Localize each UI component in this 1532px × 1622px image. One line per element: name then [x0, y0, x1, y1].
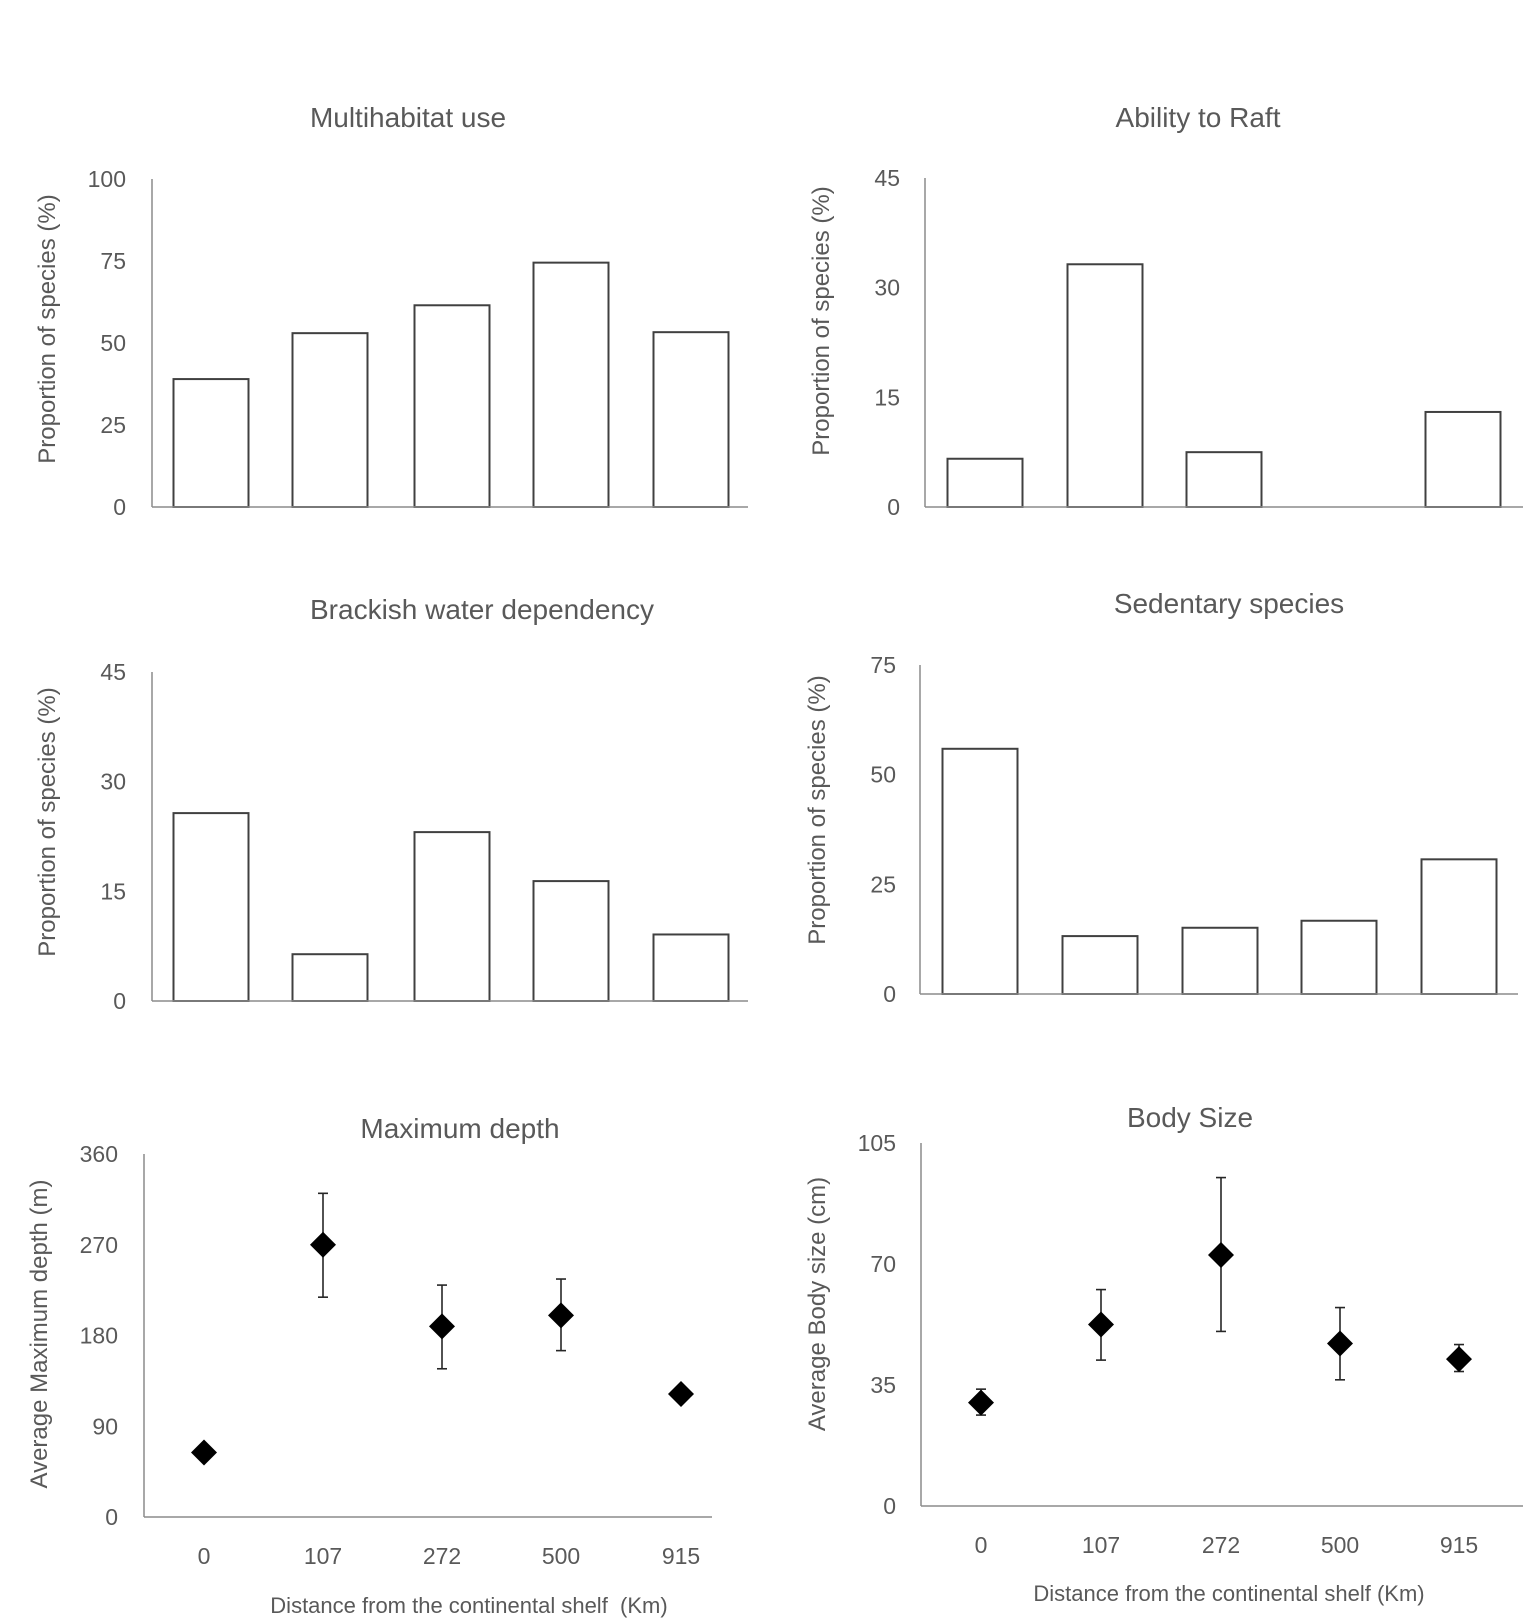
y-tick-label: 0 — [883, 1493, 896, 1519]
y-tick-label: 270 — [80, 1232, 118, 1258]
y-tick-label: 15 — [874, 384, 900, 410]
data-point-500 — [548, 1302, 574, 1329]
y-tick-label: 35 — [870, 1372, 896, 1398]
y-tick-label: 0 — [883, 981, 896, 1007]
data-point-915 — [1446, 1346, 1472, 1373]
data-point-272 — [1208, 1242, 1234, 1269]
data-point-107 — [310, 1231, 336, 1258]
y-tick-label: 25 — [870, 871, 896, 897]
data-point-272 — [429, 1313, 455, 1340]
y-tick-label: 25 — [100, 412, 126, 438]
panel-body-size: Body Size Average Body size (cm) Distanc… — [804, 1102, 1523, 1606]
bar-272 — [413, 304, 491, 508]
bar-0 — [941, 747, 1019, 995]
bar-272 — [1181, 926, 1259, 996]
y-tick-label: 0 — [113, 494, 126, 520]
x-tick-label: 500 — [1321, 1532, 1359, 1558]
y-axis-label: Proportion of species (%) — [808, 186, 835, 455]
data-point-0 — [968, 1389, 994, 1416]
x-tick-label: 915 — [1440, 1532, 1478, 1558]
y-tick-label: 100 — [88, 166, 126, 192]
bar-915 — [652, 933, 730, 1002]
data-point-0 — [191, 1439, 217, 1466]
x-tick-label: 107 — [304, 1543, 342, 1569]
chart-title: Brackish water dependency — [310, 594, 654, 625]
bar-272 — [413, 831, 491, 1003]
y-tick-label: 50 — [100, 330, 126, 356]
data-point-500 — [1327, 1330, 1353, 1357]
x-tick-label: 500 — [542, 1543, 580, 1569]
bar-107 — [1061, 935, 1139, 996]
panel-brackish-water-dependency: Brackish water dependency Proportion of … — [34, 594, 748, 1014]
x-axis-label: Distance from the continental shelf (Km) — [1033, 1581, 1424, 1606]
y-axis-label: Average Body size (cm) — [804, 1177, 831, 1431]
x-tick-label: 915 — [662, 1543, 700, 1569]
bar-272 — [1185, 451, 1263, 508]
data-point-107 — [1088, 1311, 1114, 1338]
y-tick-label: 15 — [100, 878, 126, 904]
chart-title: Maximum depth — [360, 1113, 559, 1144]
y-tick-label: 360 — [80, 1141, 118, 1167]
x-tick-label: 0 — [975, 1532, 988, 1558]
panel-ability-to-raft: Ability to Raft Proportion of species (%… — [808, 102, 1523, 520]
y-tick-label: 70 — [870, 1251, 896, 1277]
y-tick-label: 50 — [870, 762, 896, 788]
bar-107 — [291, 953, 369, 1002]
bar-915 — [1420, 858, 1498, 996]
y-axis-label: Proportion of species (%) — [34, 687, 61, 956]
bar-915 — [1424, 410, 1502, 509]
bar-0 — [172, 378, 250, 508]
bar-500 — [1300, 919, 1378, 996]
chart-title: Body Size — [1127, 1102, 1253, 1133]
y-tick-label: 30 — [100, 769, 126, 795]
bar-500 — [532, 261, 610, 509]
y-axis-label: Proportion of species (%) — [804, 675, 831, 944]
data-point-915 — [668, 1380, 694, 1407]
y-tick-label: 180 — [80, 1323, 118, 1349]
y-tick-label: 30 — [874, 275, 900, 301]
panel-multihabitat-use: Multihabitat use Proportion of species (… — [34, 102, 748, 520]
bar-107 — [291, 332, 369, 508]
y-tick-label: 90 — [92, 1413, 118, 1439]
bar-915 — [652, 331, 730, 508]
y-tick-label: 45 — [100, 659, 126, 685]
y-tick-label: 0 — [105, 1504, 118, 1530]
y-tick-label: 0 — [887, 494, 900, 520]
chart-title: Ability to Raft — [1116, 102, 1281, 133]
x-tick-label: 272 — [423, 1543, 461, 1569]
y-tick-label: 105 — [858, 1130, 896, 1156]
x-tick-label: 0 — [198, 1543, 211, 1569]
panel-maximum-depth: Maximum depth Average Maximum depth (m) … — [26, 1113, 712, 1618]
y-tick-label: 45 — [874, 165, 900, 191]
bar-500 — [532, 880, 610, 1002]
bar-0 — [946, 457, 1024, 509]
y-axis-label: Average Maximum depth (m) — [26, 1180, 53, 1489]
panel-sedentary-species: Sedentary species Proportion of species … — [804, 588, 1518, 1007]
y-tick-label: 75 — [100, 248, 126, 274]
y-tick-label: 75 — [870, 652, 896, 678]
chart-title: Multihabitat use — [310, 102, 506, 133]
x-axis-label: Distance from the continental shelf (Km) — [270, 1593, 667, 1618]
x-tick-label: 107 — [1082, 1532, 1120, 1558]
chart-title: Sedentary species — [1114, 588, 1344, 619]
bar-0 — [172, 812, 250, 1002]
bar-107 — [1066, 263, 1144, 508]
x-tick-label: 272 — [1202, 1532, 1240, 1558]
y-axis-label: Proportion of species (%) — [34, 194, 61, 463]
y-tick-label: 0 — [113, 988, 126, 1014]
